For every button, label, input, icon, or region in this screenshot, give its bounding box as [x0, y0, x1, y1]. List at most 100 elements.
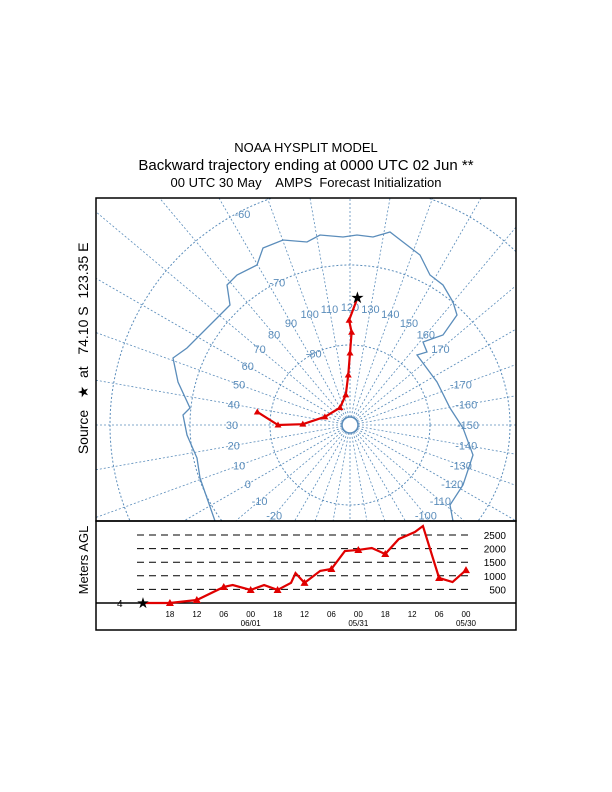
y-tick-label: 500: [489, 585, 506, 596]
longitude-label: -150: [457, 420, 479, 432]
meridian-line: [350, 198, 391, 418]
longitude-label: -100: [415, 510, 437, 522]
longitude-label: 30: [226, 420, 238, 432]
trajectory-marker: [345, 316, 353, 323]
longitude-label: 10: [233, 460, 245, 472]
meridian-line: [314, 432, 348, 521]
longitude-label: 130: [361, 304, 379, 316]
trajectory-marker: [346, 349, 354, 356]
longitude-label: 0: [245, 479, 251, 491]
meridian-line: [356, 328, 516, 422]
y-tick-label: 1000: [484, 572, 507, 583]
height-marker: [435, 573, 444, 581]
height-marker: [381, 550, 390, 558]
source-location: at 74.10 S 123.35 E: [75, 243, 91, 378]
x-tick-label: 18: [273, 610, 282, 619]
trajectory-marker: [299, 420, 307, 427]
longitude-label: 50: [233, 380, 245, 392]
source-star-icon: ★: [350, 290, 364, 307]
y-tick-label: 2000: [484, 545, 507, 556]
x-tick-label: 06: [435, 610, 444, 619]
longitude-label: 140: [381, 309, 399, 321]
source-label: Source ★ at 74.10 S 123.35 E: [75, 243, 91, 455]
longitude-label: 40: [228, 400, 240, 412]
x-tick-label: 12: [408, 610, 417, 619]
y-axis-label: Meters AGL: [76, 526, 91, 595]
longitude-label: 160: [417, 330, 435, 342]
source-star-icon: ★: [75, 386, 91, 399]
meridian-line: [354, 430, 431, 521]
trajectory-marker: [342, 391, 350, 398]
longitude-label: 80: [268, 330, 280, 342]
y-tick-label: 2500: [484, 531, 507, 542]
longitude-label: 100: [300, 309, 318, 321]
longitude-label: -130: [450, 460, 472, 472]
x-date-label: 05/30: [456, 619, 477, 628]
meridian-line: [350, 432, 368, 521]
meridian-line: [352, 432, 386, 521]
x-tick-label: 00: [246, 610, 255, 619]
x-tick-label: 06: [219, 610, 228, 619]
meridian-line: [96, 427, 343, 518]
meridian-line: [355, 285, 516, 421]
model-title: NOAA HYSPLIT MODEL: [234, 140, 378, 155]
meridian-line: [96, 332, 343, 423]
meridian-line: [267, 198, 348, 418]
meridian-line: [96, 278, 344, 422]
height-line: [143, 524, 467, 605]
meridian-line: [357, 427, 516, 486]
longitude-label: 150: [400, 318, 418, 330]
height-marker: [246, 585, 255, 593]
x-tick-label: 12: [300, 610, 309, 619]
meridian-line: [309, 198, 350, 418]
meridian-line: [356, 428, 516, 521]
meridian-line: [159, 198, 346, 420]
x-tick-label: 18: [381, 610, 390, 619]
meridian-line: [352, 198, 433, 418]
latitude-label: -60: [234, 209, 250, 221]
meridian-line: [96, 379, 343, 425]
trajectory-marker: [348, 328, 356, 335]
antarctica-coastline: [172, 231, 474, 521]
longitude-label: -160: [455, 400, 477, 412]
height-marker: [273, 585, 282, 593]
chart-subtitle: 00 UTC 30 May AMPS Forecast Initializati…: [171, 175, 442, 190]
meridian-line: [353, 431, 406, 521]
height-marker: [462, 566, 470, 574]
meridian-line: [96, 211, 345, 421]
meridian-line: [294, 431, 347, 521]
longitude-label: 170: [431, 344, 449, 356]
ground-elevation-label: 4: [117, 599, 123, 610]
x-tick-label: 00: [354, 610, 363, 619]
meridian-line: [355, 429, 465, 521]
longitude-label: -10: [252, 496, 268, 508]
longitude-label: 110: [321, 304, 339, 316]
height-marker: [192, 596, 201, 604]
x-date-label: 05/31: [348, 619, 369, 628]
longitude-label: 60: [242, 361, 254, 373]
x-date-label: 06/01: [241, 619, 262, 628]
pole-circle: [341, 416, 359, 434]
height-marker: [300, 578, 309, 586]
longitude-label: 70: [253, 344, 265, 356]
trajectory-marker: [321, 413, 329, 420]
source-prefix: Source: [75, 410, 91, 455]
longitude-label: -20: [266, 510, 282, 522]
meridian-line: [96, 425, 343, 471]
longitude-label: -110: [430, 496, 451, 508]
trajectory-marker: [344, 371, 352, 378]
height-marker: [165, 599, 174, 606]
longitude-label: -170: [450, 380, 472, 392]
meridian-line: [235, 429, 345, 521]
meridian-line: [357, 425, 516, 455]
longitude-label: 20: [228, 440, 240, 452]
height-marker: [354, 545, 363, 553]
meridian-line: [354, 226, 516, 420]
height-frame: [95, 520, 517, 631]
x-tick-label: 12: [192, 610, 201, 619]
meridian-line: [357, 395, 516, 425]
x-tick-label: 00: [462, 610, 471, 619]
